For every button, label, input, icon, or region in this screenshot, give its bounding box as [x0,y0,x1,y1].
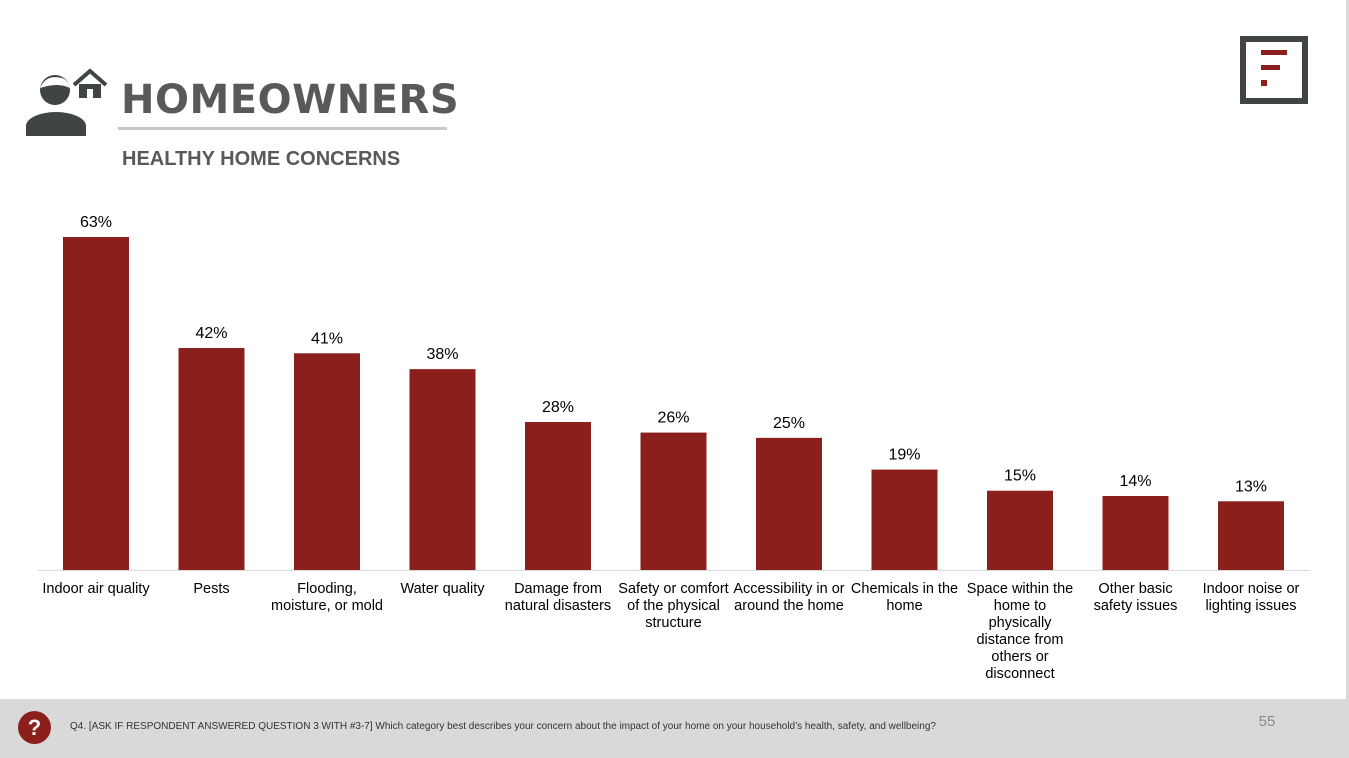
data-label-5: 26% [657,410,689,427]
category-label-5: Safety or comfort of the physical structur… [618,581,728,631]
homeowner-person-house-icon [26,68,110,136]
data-label-2: 41% [311,330,343,347]
question-mark-icon: ? [18,711,51,744]
bar-10 [1218,501,1284,570]
category-label-0: Indoor air quality [42,581,150,597]
title-underline [118,127,447,130]
data-label-9: 14% [1119,473,1151,490]
data-label-0: 63% [80,214,112,231]
category-label-6: Accessibility in or around the home [733,581,844,614]
footer-bar: ? Q4. [ASK IF RESPONDENT ANSWERED QUESTI… [0,699,1346,758]
category-label-10: Indoor noise or lighting issues [1203,581,1300,614]
category-label-3: Water quality [400,581,485,597]
page-number: 55 [1258,713,1276,730]
bar-3 [409,369,476,570]
bar-9 [1102,496,1169,570]
bar-7 [871,469,938,570]
data-label-10: 13% [1235,478,1267,495]
data-label-8: 15% [1004,468,1036,485]
page-title: HOMEOWNERS [121,77,460,123]
slide-right-edge [1346,0,1349,758]
data-label-6: 25% [773,415,805,432]
data-label-3: 38% [426,346,458,363]
category-label-1: Pests [193,581,229,597]
survey-question-text: Q4. [ASK IF RESPONDENT ANSWERED QUESTION… [70,721,936,732]
bar-5 [640,432,707,570]
bar-4 [525,422,591,570]
category-label-4: Damage from natural disasters [505,581,611,614]
category-label-7: Chemicals in the home [851,581,958,614]
chart-subtitle: HEALTHY HOME CONCERNS [122,148,401,170]
concerns-bar-chart: 63% Indoor air quality 42% Pests 41% Flooding… [38,214,1310,682]
bar-6 [756,437,822,570]
data-label-1: 42% [195,325,227,342]
category-label-2: Flooding, moisture, or mold [271,581,383,614]
bar-2 [294,353,360,570]
data-label-4: 28% [542,399,574,416]
category-label-9: Other basic safety issues [1094,581,1178,614]
brand-logo [1240,36,1308,104]
bar-8 [987,490,1053,570]
category-label-8: Space within the home to physically distanc… [967,581,1073,682]
bar-1 [178,348,245,570]
bar-0 [63,237,129,570]
data-label-7: 19% [888,447,920,464]
